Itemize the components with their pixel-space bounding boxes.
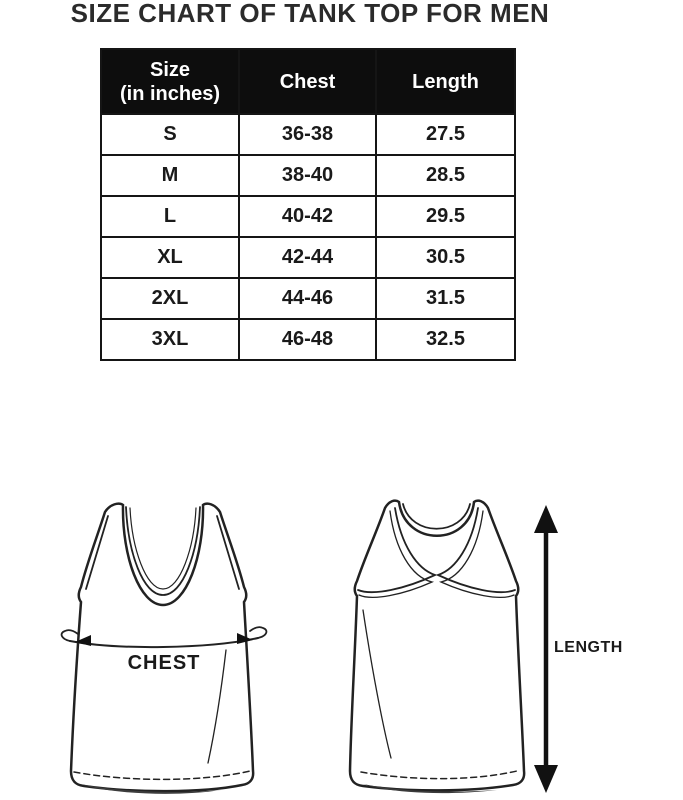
back-tank-outline	[348, 499, 526, 792]
cell-chest: 44-46	[238, 277, 377, 320]
back-right-armhole-trim	[435, 507, 516, 593]
cell-chest: 46-48	[238, 318, 377, 361]
tank-top-back-illustration	[348, 499, 526, 794]
table-row: 3XL 46-48 32.5	[100, 318, 516, 361]
header-size: Size (in inches)	[100, 48, 240, 115]
back-left-armhole-trim-inner	[358, 510, 435, 598]
back-neck-trim-line	[402, 503, 471, 530]
page-title: SIZE CHART OF TANK TOP FOR MEN	[70, 0, 550, 28]
cell-length: 32.5	[375, 318, 516, 361]
cell-chest: 36-38	[238, 113, 377, 156]
cell-size: S	[100, 113, 240, 156]
front-neck-trim-inner-line	[129, 507, 197, 590]
front-neck-trim-line	[125, 506, 201, 596]
cell-size: M	[100, 154, 240, 197]
chest-label: CHEST	[128, 652, 201, 674]
chest-tape-left-arrowhead	[75, 635, 91, 646]
tank-top-front-illustration: CHEST	[60, 502, 268, 794]
cell-size: 3XL	[100, 318, 240, 361]
front-right-armhole-trim	[216, 515, 240, 590]
length-arrow-down-head	[534, 765, 558, 793]
back-left-armhole-trim	[357, 507, 438, 593]
header-chest: Chest	[238, 48, 377, 115]
cell-chest: 38-40	[238, 154, 377, 197]
cell-chest: 42-44	[238, 236, 377, 279]
table-row: S 36-38 27.5	[100, 113, 516, 156]
table-row: M 38-40 28.5	[100, 154, 516, 197]
length-label: LENGTH	[554, 639, 623, 656]
cell-length: 28.5	[375, 154, 516, 197]
header-length: Length	[375, 48, 516, 115]
chest-tape-right-arrowhead	[237, 633, 253, 644]
cell-chest: 40-42	[238, 195, 377, 238]
cell-size: XL	[100, 236, 240, 279]
front-side-crease-line	[207, 649, 227, 764]
cell-size: 2XL	[100, 277, 240, 320]
table-row: 2XL 44-46 31.5	[100, 277, 516, 320]
table-row: XL 42-44 30.5	[100, 236, 516, 279]
length-arrow-up-head	[534, 505, 558, 533]
size-table: Size (in inches) Chest Length S 36-38 27…	[100, 48, 516, 361]
length-arrow	[534, 505, 558, 793]
header-size-line1: Size	[149, 58, 191, 81]
back-hem-stitch-line	[360, 770, 518, 780]
cell-length: 27.5	[375, 113, 516, 156]
front-hem-shadow	[80, 784, 221, 794]
cell-length: 30.5	[375, 236, 516, 279]
header-size-line2: (in inches)	[119, 82, 220, 105]
back-side-crease-line	[362, 609, 392, 759]
back-right-armhole-trim-inner	[438, 510, 515, 598]
front-left-armhole-trim	[85, 515, 109, 590]
cell-size: L	[100, 195, 240, 238]
front-hem-stitch-line	[73, 770, 251, 781]
cell-length: 29.5	[375, 195, 516, 238]
cell-length: 31.5	[375, 277, 516, 320]
chest-tape-right-loop	[249, 626, 268, 639]
chest-tape-left-loop	[60, 629, 79, 642]
back-hem-shadow	[363, 784, 497, 794]
table-header-row: Size (in inches) Chest Length	[100, 48, 516, 115]
table-row: L 40-42 29.5	[100, 195, 516, 238]
